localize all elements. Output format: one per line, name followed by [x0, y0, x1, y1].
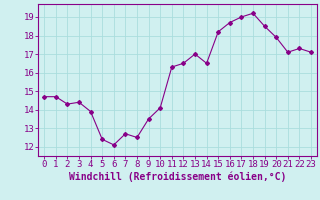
- X-axis label: Windchill (Refroidissement éolien,°C): Windchill (Refroidissement éolien,°C): [69, 172, 286, 182]
